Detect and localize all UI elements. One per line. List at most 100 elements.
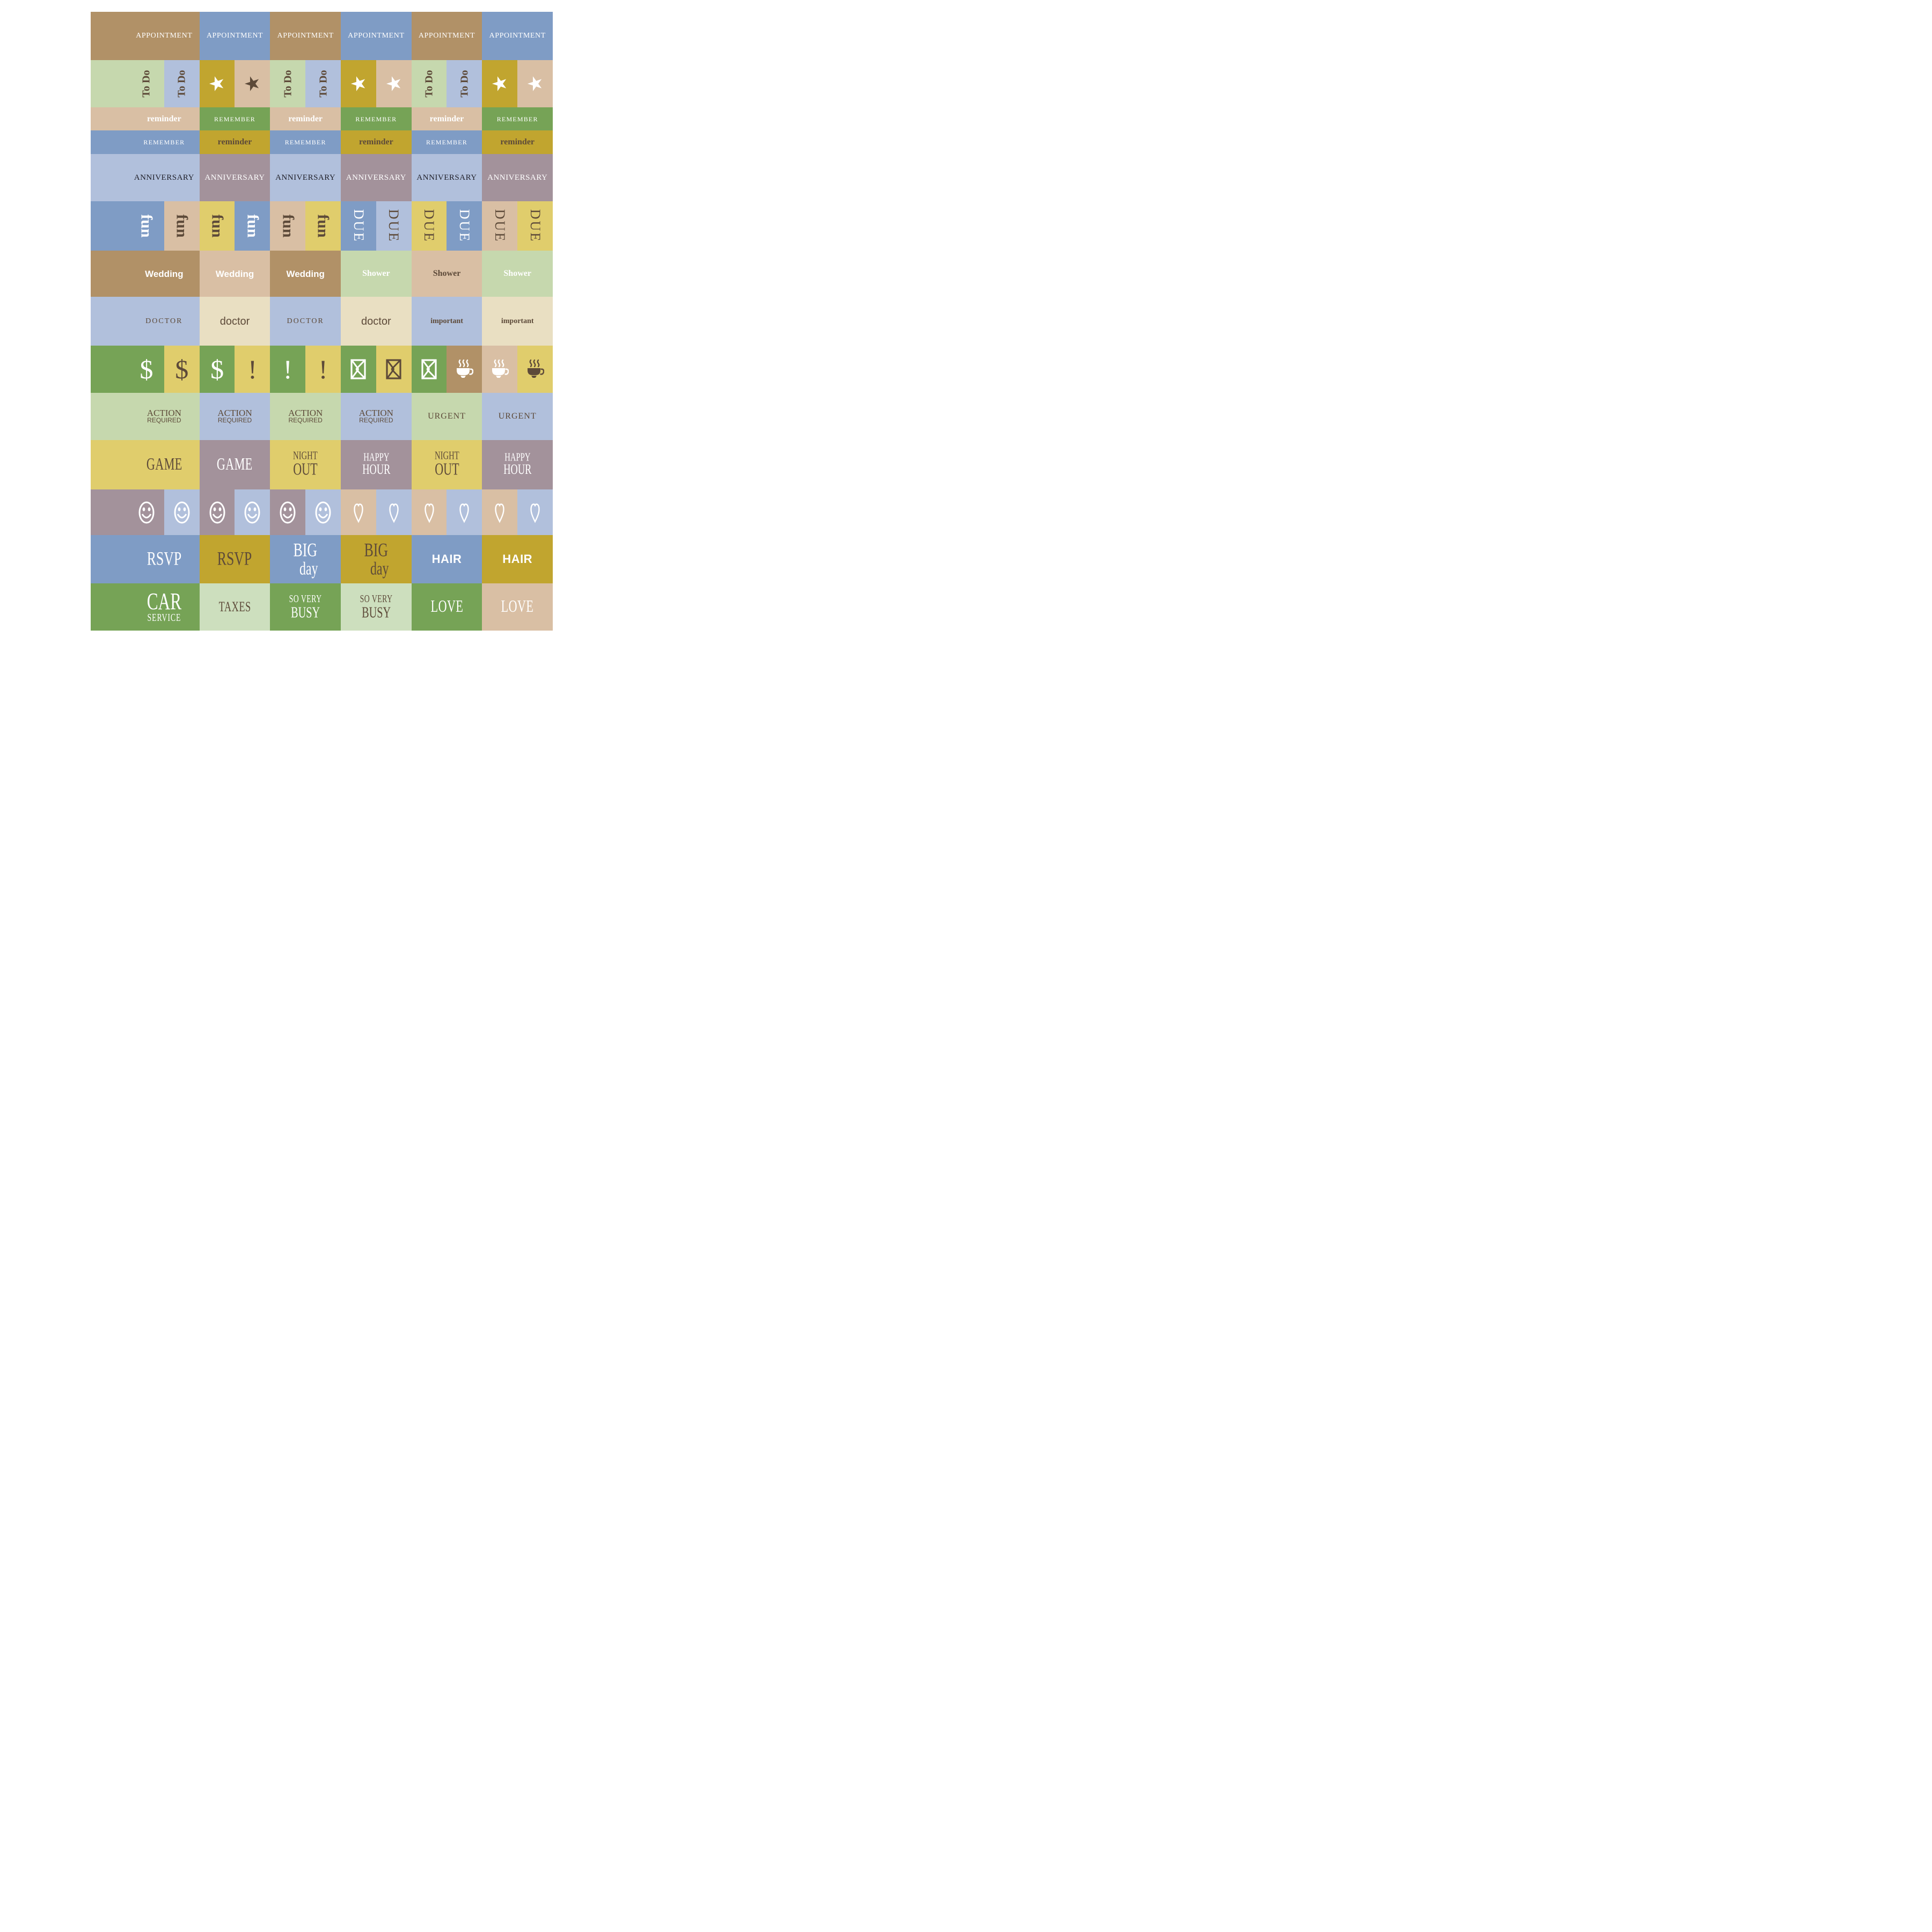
sticker-shower: Shower: [411, 251, 482, 297]
heart-icon: [530, 503, 540, 523]
smiley-face-icon: [280, 501, 296, 523]
sticker-label: fun: [279, 214, 297, 238]
sticker-smiley-cell: [235, 489, 270, 535]
sticker-to-do: To Do: [411, 60, 447, 107]
sticker-envelope-cell: [411, 346, 447, 393]
sticker-label-line: HOUR: [503, 462, 532, 478]
sticker-wedding: Wedding: [129, 251, 200, 297]
sticker-reminder: reminder: [199, 130, 270, 154]
sticker-fun: fun: [270, 201, 306, 251]
sticker-row-1: APPOINTMENT APPOINTMENT APPOINTMENT APPOINT…: [91, 12, 553, 60]
sticker-to-do: To Do: [305, 60, 341, 107]
envelope-icon: [350, 359, 366, 379]
sticker-action-required: ACTION REQUIRED: [270, 393, 341, 440]
sticker-doctor: doctor: [199, 297, 270, 346]
sticker-shower: Shower: [341, 251, 412, 297]
sticker-label: ANNIVERSARY: [416, 173, 477, 182]
sticker-label: TAXES: [218, 599, 251, 615]
sticker-label: ACTION REQUIRED: [217, 408, 252, 425]
sticker-anniversary: ANNIVERSARY: [199, 154, 270, 201]
sticker-label: To Do: [317, 70, 330, 98]
sticker-night-out: NIGHT OUT: [270, 440, 341, 489]
sticker-label: HAIR: [431, 552, 462, 566]
sticker-label: ACTION REQUIRED: [288, 408, 323, 425]
sticker-label: ANNIVERSARY: [204, 173, 265, 182]
sticker-doctor: DOCTOR: [270, 297, 341, 346]
coffee-cup-icon: [492, 359, 509, 378]
sticker-label: Wedding: [286, 268, 325, 279]
sticker-label: Wedding: [145, 268, 184, 279]
coffee-cup-icon: [528, 359, 545, 378]
sticker-label: URGENT: [428, 412, 466, 421]
sticker-label: APPOINTMENT: [489, 32, 546, 40]
sticker-label-line: REQUIRED: [217, 416, 252, 425]
sticker-label: To Do: [175, 70, 188, 98]
sticker-label: REMEMBER: [496, 115, 538, 123]
sticker-row-9: $ $ $!!!: [91, 346, 553, 393]
sticker-label-line: BUSY: [291, 603, 320, 621]
sticker-to-do: To Do: [129, 60, 164, 107]
sticker-smiley-cell: [305, 489, 341, 535]
sticker-appointment: APPOINTMENT: [341, 12, 412, 60]
sticker-game: GAME: [199, 440, 270, 489]
sticker-label: !: [318, 354, 328, 384]
sticker-shower: Shower: [482, 251, 553, 297]
coffee-cup-icon: [457, 359, 474, 378]
sticker-label: DUE: [492, 209, 508, 243]
sticker-label: HAPPY HOUR: [503, 452, 531, 477]
sticker-label: Shower: [503, 269, 531, 278]
sticker-row-5: ANNIVERSARY ANNIVERSARY ANNIVERSARY ANNIVER…: [91, 154, 553, 201]
sticker-row-3: reminder REMEMBER reminder REMEMBER reminder…: [91, 107, 553, 130]
heart-icon: [354, 503, 363, 523]
star-icon: ★: [383, 75, 405, 93]
sticker-label: RSVP: [147, 548, 182, 570]
sticker-label: fun: [244, 214, 262, 238]
sticker-label: $: [140, 354, 153, 384]
sticker-doctor: DOCTOR: [129, 297, 200, 346]
sticker-label: !: [248, 354, 257, 384]
sticker-label: APPOINTMENT: [206, 32, 264, 40]
sticker-action-required: ACTION REQUIRED: [199, 393, 270, 440]
sticker-: !: [305, 346, 341, 393]
sticker-row-10: ACTION REQUIRED ACTION REQUIRED ACTION REQUIR…: [91, 393, 553, 440]
sticker-remember: REMEMBER: [129, 130, 200, 154]
sticker-big-day: BIG day: [341, 535, 412, 583]
sticker-due: DUE: [517, 201, 553, 251]
sticker-label: important: [501, 317, 534, 325]
sticker-: $: [164, 346, 200, 393]
sticker-label: important: [430, 317, 463, 325]
sticker-remember: REMEMBER: [411, 130, 482, 154]
sticker-label: BIG day: [292, 540, 318, 578]
sticker-: !: [235, 346, 270, 393]
sticker-appointment: APPOINTMENT: [129, 12, 200, 60]
sticker-fun: fun: [199, 201, 235, 251]
sticker-label-line: SO VERY: [360, 594, 393, 605]
sticker-label-line: SERVICE: [147, 612, 181, 624]
sticker-so-very-busy: SO VERY BUSY: [270, 583, 341, 631]
sheet-margin-cell: [91, 489, 129, 535]
sticker-heart-cell: [340, 489, 376, 535]
sticker-reminder: reminder: [411, 107, 482, 130]
sticker-label: !: [283, 354, 292, 384]
sticker-appointment: APPOINTMENT: [482, 12, 553, 60]
sticker-label: fun: [173, 214, 191, 238]
sticker-label: $: [210, 354, 224, 384]
sticker-label: reminder: [217, 137, 252, 147]
sticker-remember: REMEMBER: [341, 107, 412, 130]
sticker-label-line: REQUIRED: [288, 416, 323, 425]
sticker-fun: fun: [235, 201, 270, 251]
sticker-fun: fun: [164, 201, 200, 251]
sticker-to-do: To Do: [164, 60, 200, 107]
sticker-label: ACTION REQUIRED: [147, 407, 181, 424]
sticker-label: reminder: [429, 114, 464, 123]
sticker-label: ANNIVERSARY: [346, 173, 406, 182]
sticker-label-line: ACTION: [147, 407, 181, 418]
sticker-label: APPOINTMENT: [277, 32, 334, 40]
sticker-: $: [129, 346, 164, 393]
sticker-: $: [199, 346, 235, 393]
sticker-label: doctor: [219, 315, 250, 327]
sheet-margin-cell: [91, 297, 129, 346]
sticker-rsvp: RSVP: [129, 535, 200, 583]
sticker-label: LOVE: [430, 598, 463, 616]
sticker-label: REMEMBER: [214, 115, 255, 123]
